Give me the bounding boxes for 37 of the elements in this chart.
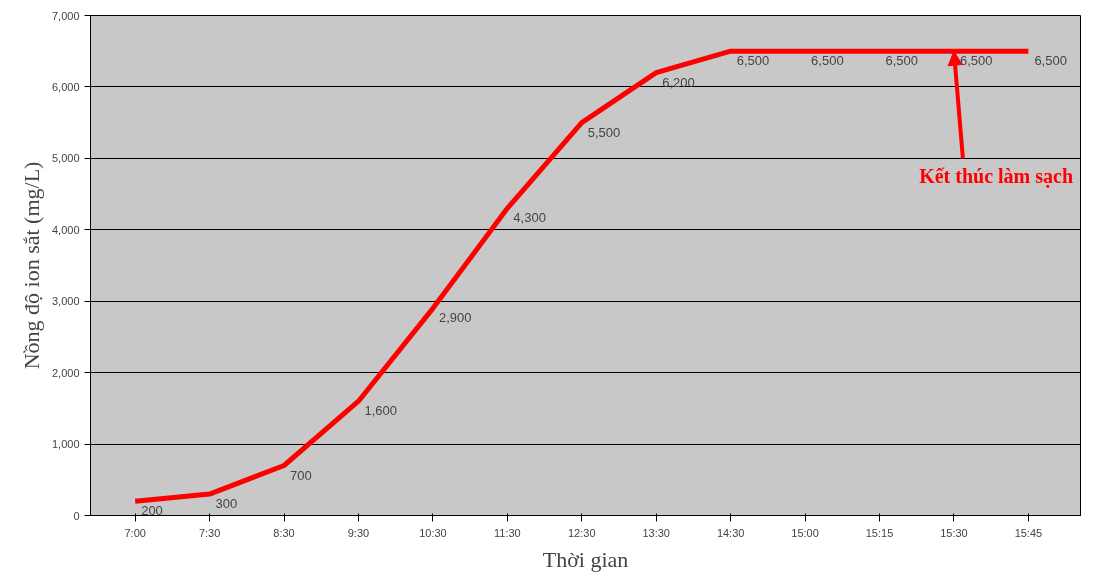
y-tick-label: 4,000 <box>51 223 80 236</box>
x-tick-label: 7:00 <box>124 526 146 539</box>
data-label: 6,500 <box>811 53 844 69</box>
data-label: 6,500 <box>736 53 770 69</box>
data-label: 4,300 <box>513 210 546 226</box>
data-label: 2,900 <box>438 310 472 326</box>
data-label: 6,500 <box>959 53 993 69</box>
y-axis-title: Nồng độ ion sắt (mg/L) <box>18 161 44 370</box>
data-label: 300 <box>215 496 238 512</box>
x-tick-label: 12:30 <box>568 526 596 539</box>
data-label: 6,200 <box>662 74 695 90</box>
x-tick-label: 11:30 <box>493 526 521 539</box>
y-tick-label: 2,000 <box>51 366 80 379</box>
annotation: Kết thúc làm sạch <box>919 164 1074 188</box>
data-label: 200 <box>141 503 163 519</box>
x-tick-label: 13:30 <box>642 526 670 539</box>
data-label: 5,500 <box>587 124 621 140</box>
y-tick-label: 3,000 <box>51 295 80 308</box>
data-label: 6,500 <box>885 53 919 69</box>
data-label: 1,600 <box>364 403 398 419</box>
x-tick-label: 15:30 <box>940 526 968 539</box>
y-tick-label: 6,000 <box>51 80 80 93</box>
y-tick-label: 5,000 <box>51 152 80 165</box>
x-axis-title: Thời gian <box>542 546 629 572</box>
data-label: 6,500 <box>1034 53 1067 69</box>
x-tick-label: 15:45 <box>1014 526 1043 539</box>
y-tick-label: 0 <box>73 509 80 522</box>
x-tick-label: 14:30 <box>716 526 745 539</box>
data-label: 700 <box>290 467 312 483</box>
x-tick-label: 15:15 <box>865 526 894 539</box>
x-tick-label: 15:00 <box>791 526 819 539</box>
x-tick-label: 7:30 <box>198 526 221 539</box>
x-tick-label: 9:30 <box>347 526 370 539</box>
x-tick-label: 8:30 <box>273 526 295 539</box>
y-tick-label: 7,000 <box>51 9 80 22</box>
x-tick-label: 10:30 <box>419 526 447 539</box>
y-tick-label: 1,000 <box>51 438 80 451</box>
